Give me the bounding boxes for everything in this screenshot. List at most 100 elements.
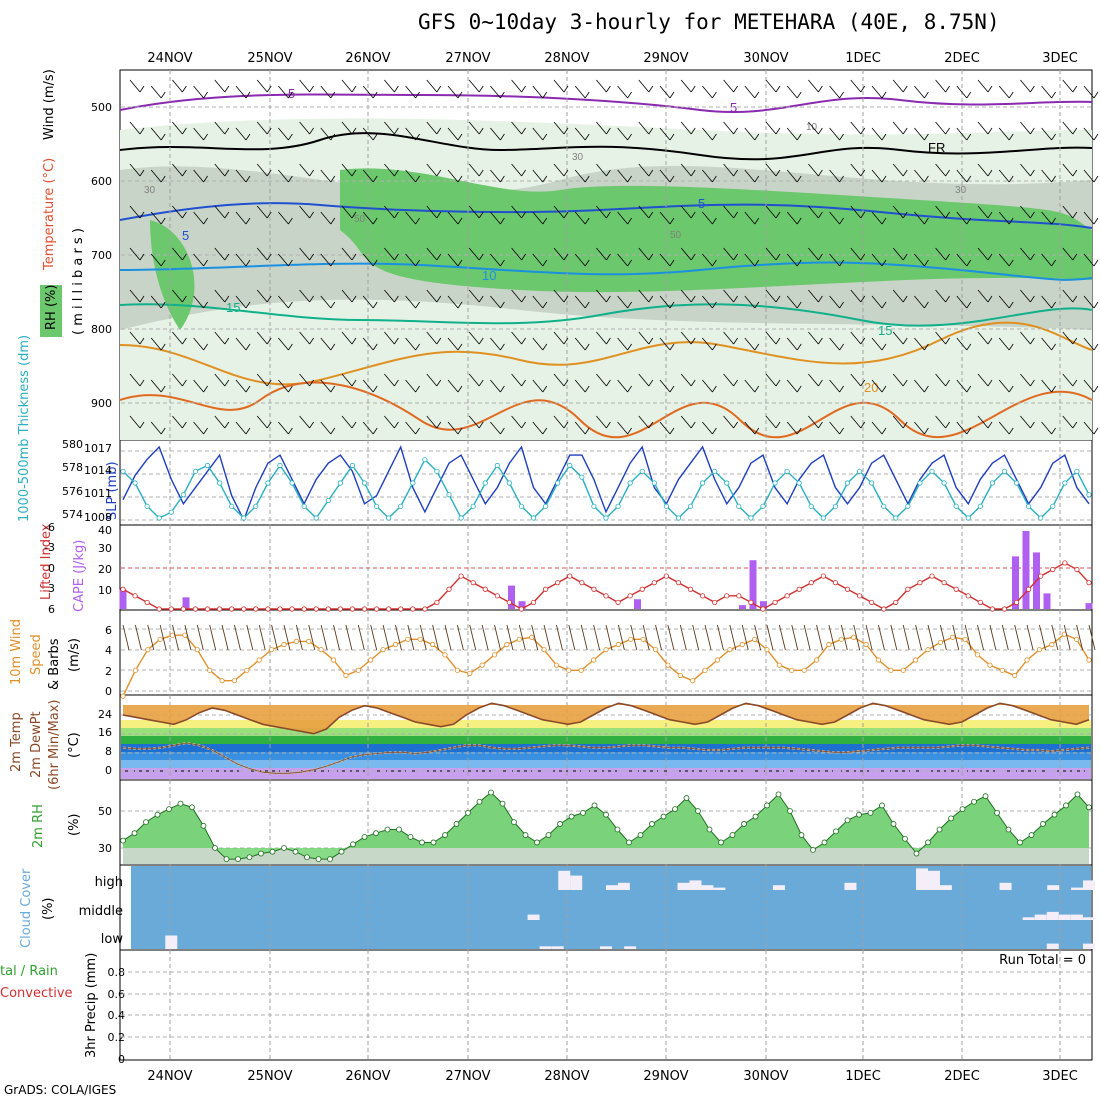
lifted-index-point: [555, 580, 561, 586]
thickness-point: [579, 474, 585, 480]
upper-wind-barb: [150, 211, 162, 225]
lifted-index-point: [820, 573, 826, 579]
upper-wind-barb-flag: [754, 343, 760, 351]
upper-wind-barb-flag: [203, 259, 208, 267]
upper-wind-barb: [511, 289, 522, 303]
upper-wind-barb: [723, 121, 734, 135]
upper-wind-barb-flag: [203, 133, 208, 141]
wind-speed-point: [405, 636, 411, 642]
date-label-top: 1DEC: [845, 51, 881, 66]
upper-wind-barb: [680, 289, 692, 303]
upper-wind-barb: [235, 421, 247, 435]
wind-barb: [320, 624, 328, 651]
thickness-point: [253, 503, 259, 509]
upper-wind-barb-flag: [288, 91, 293, 99]
upper-wind-barb-flag: [309, 295, 314, 303]
upper-wind-barb-flag: [160, 343, 166, 351]
upper-wind-barb-flag: [394, 85, 399, 93]
upper-wind-barb-flag: [415, 427, 420, 435]
rh-point: [775, 791, 782, 798]
upper-wind-barb-flag: [563, 379, 569, 387]
upper-wind-barb: [765, 331, 777, 345]
upper-wind-barb-flag: [1051, 427, 1056, 435]
upper-wind-barb: [362, 337, 374, 351]
lifted-index-point: [386, 606, 392, 612]
upper-wind-barb-flag: [330, 259, 336, 267]
wind-speed-point: [702, 667, 708, 673]
upper-wind-barb: [723, 247, 734, 261]
upper-wind-barb-flag: [1008, 301, 1014, 309]
upper-wind-barb-flag: [712, 91, 717, 99]
upper-wind-barb: [426, 163, 438, 177]
contour-10: [119, 261, 1093, 281]
upper-wind-barb: [808, 415, 819, 429]
upper-wind-barb: [744, 295, 756, 309]
wind-speed-point: [615, 641, 621, 648]
upper-wind-barb: [214, 415, 226, 429]
upper-wind-barb-flag: [372, 217, 378, 225]
upper-wind-barb-flag: [669, 385, 675, 393]
wind-speed-point: [318, 647, 324, 653]
upper-wind-barb: [426, 331, 438, 345]
wind-barb: [246, 624, 254, 651]
upper-wind-barb: [977, 163, 989, 177]
upper-wind-barb: [172, 289, 183, 303]
date-label-top: 24NOV: [147, 51, 192, 66]
lifted-index-point: [337, 606, 343, 612]
upper-wind-barb-flag: [288, 133, 293, 141]
rh-point: [189, 804, 195, 811]
upper-wind-barb: [765, 289, 777, 303]
upper-wind-barb: [299, 121, 310, 135]
upper-wind-barb: [956, 253, 968, 267]
date-label-bottom: 24NOV: [147, 1069, 192, 1084]
wind-barb: [642, 624, 650, 651]
rh-point: [603, 811, 609, 818]
upper-wind-barb-flag: [436, 379, 442, 387]
upper-wind-barb-flag: [987, 169, 993, 177]
wind-barb: [419, 624, 427, 651]
upper-wind-barb-flag: [330, 133, 336, 141]
upper-wind-barb: [129, 247, 141, 261]
upper-wind-barb: [1083, 211, 1095, 225]
upper-wind-barb: [490, 337, 501, 351]
upper-wind-barb-flag: [1072, 295, 1078, 303]
upper-wind-barb: [850, 121, 862, 135]
upper-wind-barb-flag: [372, 259, 378, 267]
upper-wind-barb-flag: [606, 169, 611, 177]
lifted-index-point: [687, 586, 694, 592]
upper-wind-barb: [172, 79, 183, 93]
upper-wind-barb: [341, 247, 353, 261]
upper-wind-barb-flag: [584, 175, 590, 183]
upper-wind-barb-flag: [1051, 301, 1056, 309]
thickness-point: [603, 515, 609, 521]
lifted-index-point: [301, 606, 307, 612]
cape-ticks: -6 -3 0 3 6 40 30 20 10: [44, 521, 112, 616]
upper-wind-barb-flag: [945, 379, 950, 387]
upper-wind-barb-flag: [648, 421, 654, 429]
upper-wind-barb: [1083, 127, 1095, 141]
rh-point: [327, 856, 333, 862]
upper-wind-barb: [871, 169, 883, 183]
thickness-point: [820, 515, 826, 521]
upper-wind-barb-flag: [1051, 343, 1056, 351]
wind-speed-point: [330, 657, 337, 663]
upper-wind-barb: [1020, 121, 1031, 135]
wind-barb: [258, 624, 266, 651]
footer-credit: GrADS: COLA/IGES: [4, 1083, 117, 1097]
lifted-index-point: [506, 599, 512, 606]
rh-point: [879, 802, 885, 809]
li-tick: -3: [44, 541, 55, 554]
upper-wind-barb-flag: [860, 211, 866, 219]
upper-wind-barb-flag: [288, 301, 293, 309]
rh-point: [833, 828, 839, 835]
upper-wind-barb: [617, 169, 628, 183]
upper-wind-barb: [892, 121, 904, 135]
upper-wind-barb: [362, 211, 374, 225]
cloud-bar-middle: [1070, 914, 1083, 920]
upper-wind-barb-flag: [415, 385, 420, 393]
cloud-level-label: middle: [79, 904, 123, 919]
wind-speed-point: [776, 662, 782, 668]
lifted-index-point: [736, 593, 742, 599]
thickness-point: [748, 515, 754, 521]
upper-wind-barb-flag: [860, 379, 866, 387]
